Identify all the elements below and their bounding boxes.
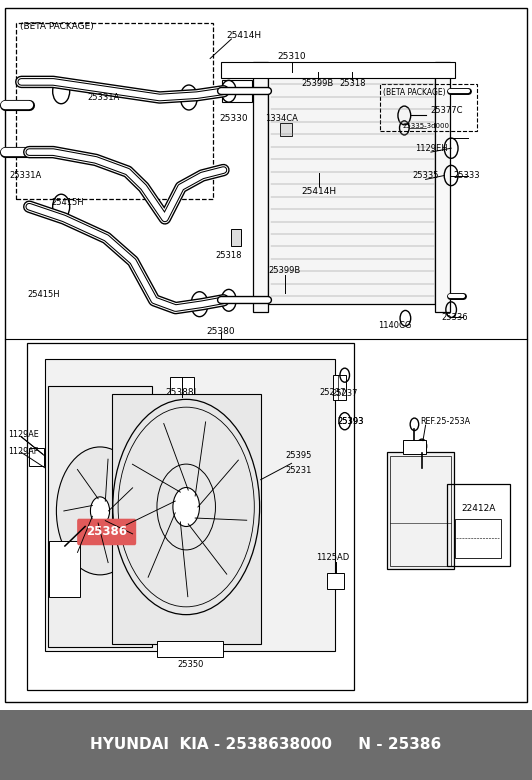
Text: 25415H: 25415H xyxy=(52,198,85,207)
Text: 25399B: 25399B xyxy=(269,266,301,275)
FancyBboxPatch shape xyxy=(77,519,136,545)
Bar xyxy=(221,62,455,78)
Text: 25318: 25318 xyxy=(215,251,242,261)
Text: 25333: 25333 xyxy=(454,171,480,180)
Bar xyxy=(280,123,292,136)
Bar xyxy=(48,386,152,647)
Bar xyxy=(157,641,223,657)
Text: REF.25-253A: REF.25-253A xyxy=(420,417,470,426)
Text: 1125AD: 1125AD xyxy=(316,553,349,562)
Bar xyxy=(112,394,261,644)
Bar xyxy=(222,80,252,102)
Text: 25335-3d000: 25335-3d000 xyxy=(402,123,449,129)
Text: 25330: 25330 xyxy=(220,114,248,123)
Bar xyxy=(16,23,213,199)
Text: HYUNDAI  KIA - 2538638000     N - 25386: HYUNDAI KIA - 2538638000 N - 25386 xyxy=(90,737,442,753)
Bar xyxy=(170,377,194,394)
Text: 1334CA: 1334CA xyxy=(265,114,298,123)
Text: 25386: 25386 xyxy=(86,526,127,538)
Text: 25393: 25393 xyxy=(338,417,364,426)
Text: (BETA PACKAGE): (BETA PACKAGE) xyxy=(383,87,446,97)
Bar xyxy=(45,359,335,651)
Bar xyxy=(414,463,430,480)
Circle shape xyxy=(90,497,110,525)
Bar xyxy=(29,448,44,466)
Text: (BETA PACKAGE): (BETA PACKAGE) xyxy=(20,22,94,31)
Bar xyxy=(380,84,477,131)
Text: 25310: 25310 xyxy=(277,51,306,61)
Text: 25377C: 25377C xyxy=(430,106,463,115)
Bar xyxy=(435,62,450,312)
Text: 1129EH: 1129EH xyxy=(414,144,447,153)
Text: 25414H: 25414H xyxy=(302,186,337,196)
Bar xyxy=(231,229,241,246)
Text: 25395: 25395 xyxy=(286,451,312,460)
Text: 25393: 25393 xyxy=(338,417,364,426)
Text: 25335: 25335 xyxy=(412,171,439,180)
Text: 25318: 25318 xyxy=(339,79,365,88)
Text: 25415H: 25415H xyxy=(27,290,60,300)
Text: 25237: 25237 xyxy=(319,388,346,397)
Bar xyxy=(387,452,454,569)
Text: 25231: 25231 xyxy=(286,466,312,475)
Text: 25331A: 25331A xyxy=(10,171,41,180)
Text: 25237: 25237 xyxy=(331,389,358,399)
Text: 1129AE: 1129AE xyxy=(9,430,39,439)
Text: 25414H: 25414H xyxy=(226,30,261,40)
Text: 25336: 25336 xyxy=(442,313,468,322)
Text: 25399B: 25399B xyxy=(301,79,333,88)
Text: 25350: 25350 xyxy=(177,660,204,669)
Circle shape xyxy=(173,488,200,526)
Text: 25388L: 25388L xyxy=(165,388,199,397)
Bar xyxy=(327,573,344,589)
Bar xyxy=(5,8,527,702)
Bar xyxy=(403,440,426,454)
Bar xyxy=(0,710,532,780)
Bar xyxy=(268,74,435,304)
Bar xyxy=(390,456,451,566)
Circle shape xyxy=(56,447,144,575)
Bar xyxy=(447,484,510,566)
Text: 1140CG: 1140CG xyxy=(379,321,412,330)
Text: 1129AF: 1129AF xyxy=(9,447,39,456)
Bar xyxy=(49,541,80,597)
Text: 25380: 25380 xyxy=(206,327,235,336)
Text: 22412A: 22412A xyxy=(461,504,495,513)
Text: 25331A: 25331A xyxy=(88,93,120,102)
Bar xyxy=(455,519,501,558)
Bar xyxy=(332,375,346,400)
Bar xyxy=(27,343,354,690)
Bar xyxy=(253,62,268,312)
